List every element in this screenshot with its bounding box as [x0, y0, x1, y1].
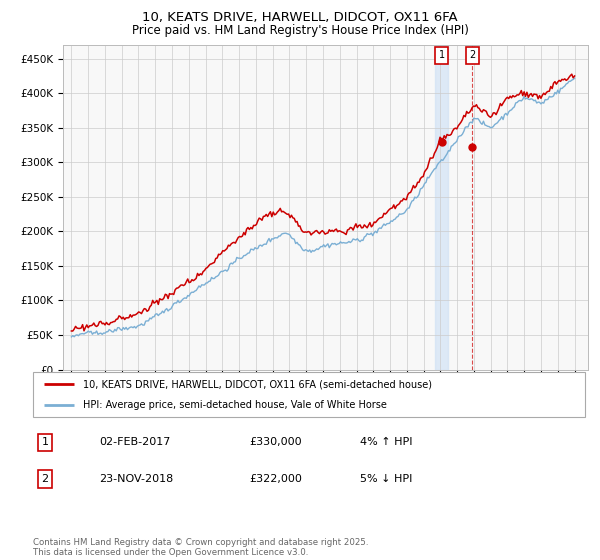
Text: 10, KEATS DRIVE, HARWELL, DIDCOT, OX11 6FA: 10, KEATS DRIVE, HARWELL, DIDCOT, OX11 6…	[142, 11, 458, 24]
Text: 4% ↑ HPI: 4% ↑ HPI	[360, 437, 413, 447]
Bar	[435, 45, 448, 370]
Text: 2: 2	[41, 474, 49, 484]
Text: £322,000: £322,000	[249, 474, 302, 484]
Text: Contains HM Land Registry data © Crown copyright and database right 2025.
This d: Contains HM Land Registry data © Crown c…	[33, 538, 368, 557]
Text: 1: 1	[41, 437, 49, 447]
FancyBboxPatch shape	[33, 372, 585, 417]
Text: 23-NOV-2018: 23-NOV-2018	[99, 474, 173, 484]
Text: 10, KEATS DRIVE, HARWELL, DIDCOT, OX11 6FA (semi-detached house): 10, KEATS DRIVE, HARWELL, DIDCOT, OX11 6…	[83, 380, 431, 390]
Text: 02-FEB-2017: 02-FEB-2017	[99, 437, 170, 447]
Text: 2: 2	[469, 50, 475, 60]
Text: HPI: Average price, semi-detached house, Vale of White Horse: HPI: Average price, semi-detached house,…	[83, 400, 386, 410]
Text: £330,000: £330,000	[249, 437, 302, 447]
Text: 5% ↓ HPI: 5% ↓ HPI	[360, 474, 412, 484]
Text: 1: 1	[439, 50, 445, 60]
Text: Price paid vs. HM Land Registry's House Price Index (HPI): Price paid vs. HM Land Registry's House …	[131, 24, 469, 36]
